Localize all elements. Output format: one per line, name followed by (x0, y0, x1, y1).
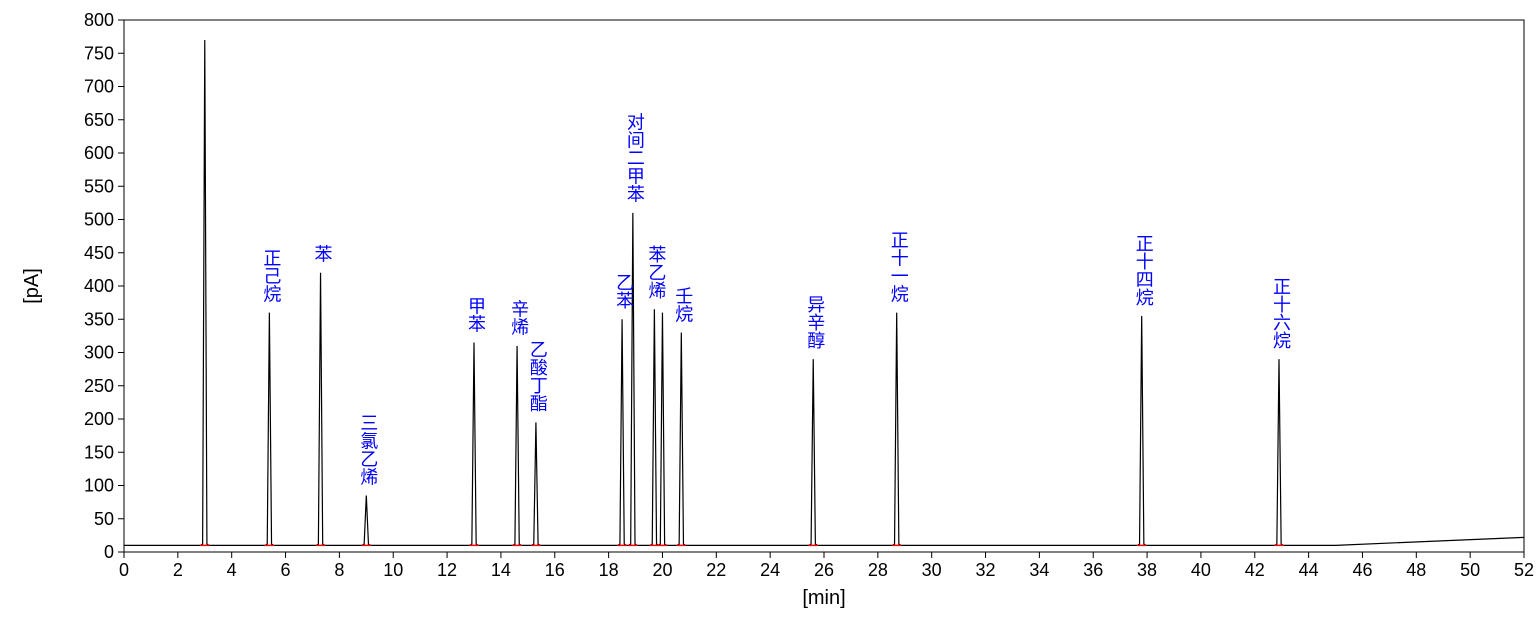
y-tick-label: 700 (84, 77, 114, 97)
y-tick-label: 650 (84, 110, 114, 130)
chromatogram-chart: 0501001502002503003504004505005506006507… (0, 0, 1538, 640)
peak-label: 正十六烷 (1271, 277, 1291, 349)
y-tick-label: 0 (104, 542, 114, 562)
peak-label: 苯 (313, 245, 333, 263)
x-tick-label: 2 (173, 560, 183, 580)
x-tick-label: 22 (706, 560, 726, 580)
y-tick-label: 150 (84, 442, 114, 462)
x-tick-label: 18 (599, 560, 619, 580)
plot-border (124, 20, 1524, 552)
x-tick-label: 4 (227, 560, 237, 580)
y-tick-label: 100 (84, 476, 114, 496)
chart-svg: 0501001502002503003504004505005506006507… (0, 0, 1538, 640)
y-tick-label: 500 (84, 210, 114, 230)
x-tick-label: 30 (922, 560, 942, 580)
y-tick-label: 550 (84, 176, 114, 196)
peak-label: 对间二甲苯 (625, 113, 645, 203)
peak-label: 正十四烷 (1134, 234, 1154, 306)
x-tick-label: 38 (1137, 560, 1157, 580)
peak-label: 辛烯 (509, 300, 529, 336)
x-tick-label: 32 (976, 560, 996, 580)
x-tick-label: 28 (868, 560, 888, 580)
peak-label: 乙苯 (614, 273, 634, 309)
x-tick-label: 10 (383, 560, 403, 580)
y-tick-label: 400 (84, 276, 114, 296)
x-tick-label: 52 (1514, 560, 1534, 580)
peak-label: 乙酸丁酯 (528, 340, 548, 412)
x-tick-label: 6 (281, 560, 291, 580)
y-tick-label: 600 (84, 143, 114, 163)
x-tick-label: 48 (1406, 560, 1426, 580)
chromatogram-trace (124, 40, 1524, 545)
peak-label: 壬烷 (673, 286, 693, 322)
x-tick-label: 26 (814, 560, 834, 580)
y-tick-label: 750 (84, 43, 114, 63)
x-tick-label: 20 (652, 560, 672, 580)
y-tick-label: 300 (84, 343, 114, 363)
x-tick-label: 42 (1245, 560, 1265, 580)
x-tick-label: 36 (1083, 560, 1103, 580)
x-axis-label: [min] (802, 587, 845, 609)
y-tick-label: 450 (84, 243, 114, 263)
x-tick-label: 40 (1191, 560, 1211, 580)
x-tick-label: 8 (334, 560, 344, 580)
x-tick-label: 44 (1299, 560, 1319, 580)
x-tick-label: 16 (545, 560, 565, 580)
peak-label: 正十一烷 (889, 231, 909, 303)
x-tick-label: 34 (1029, 560, 1049, 580)
peak-label: 异辛醇 (805, 295, 825, 349)
y-tick-label: 250 (84, 376, 114, 396)
y-tick-label: 350 (84, 309, 114, 329)
x-tick-label: 0 (119, 560, 129, 580)
peak-label: 正己烷 (261, 249, 281, 303)
peak-label: 苯乙烯 (646, 245, 666, 299)
peak-label: 甲苯 (466, 297, 486, 333)
y-tick-label: 200 (84, 409, 114, 429)
peak-label: 三氯乙烯 (358, 413, 378, 485)
y-tick-label: 50 (94, 509, 114, 529)
y-axis-label: [pA] (21, 268, 43, 304)
y-tick-label: 800 (84, 10, 114, 30)
x-tick-label: 14 (491, 560, 511, 580)
x-tick-label: 50 (1460, 560, 1480, 580)
x-tick-label: 12 (437, 560, 457, 580)
x-tick-label: 46 (1352, 560, 1372, 580)
x-tick-label: 24 (760, 560, 780, 580)
